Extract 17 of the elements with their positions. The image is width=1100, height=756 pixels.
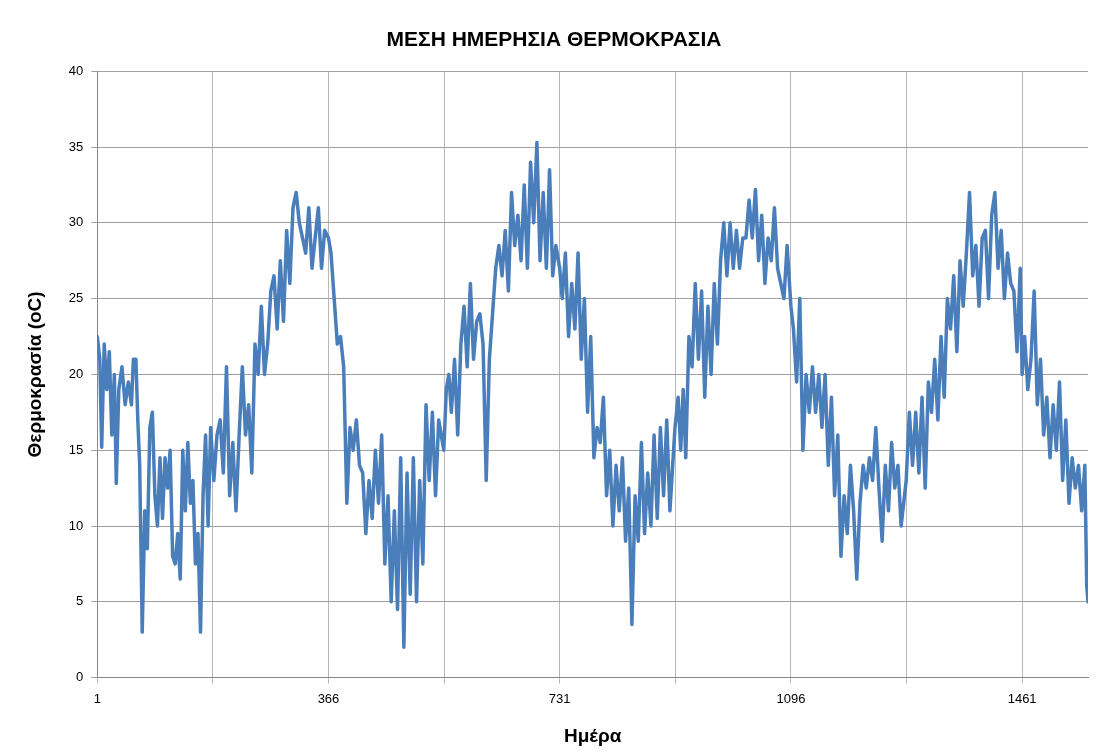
y-tick-label: 20 (68, 365, 84, 381)
x-axis-title: Ημέρα (563, 724, 622, 746)
y-tick-label: 10 (68, 517, 84, 533)
y-axis-title: Θερμοκρασία (oC) (23, 291, 45, 458)
y-tick-label: 25 (68, 290, 84, 306)
y-tick-label: 0 (76, 669, 84, 685)
y-tick-label: 5 (76, 593, 84, 609)
x-tick-label: 1096 (776, 690, 806, 706)
y-tick-label: 35 (68, 138, 84, 154)
x-tick-label: 366 (317, 690, 340, 706)
x-tick-label: 1461 (1007, 690, 1037, 706)
chart-title: ΜΕΣΗ ΗΜΕΡΗΣΙΑ ΘΕΡΜΟΚΡΑΣΙΑ (386, 27, 722, 51)
x-tick-label: 731 (548, 690, 571, 706)
x-tick-label: 1 (93, 690, 101, 706)
y-tick-label: 30 (68, 214, 84, 230)
y-tick-label: 15 (68, 441, 84, 457)
y-tick-label: 40 (68, 62, 84, 78)
